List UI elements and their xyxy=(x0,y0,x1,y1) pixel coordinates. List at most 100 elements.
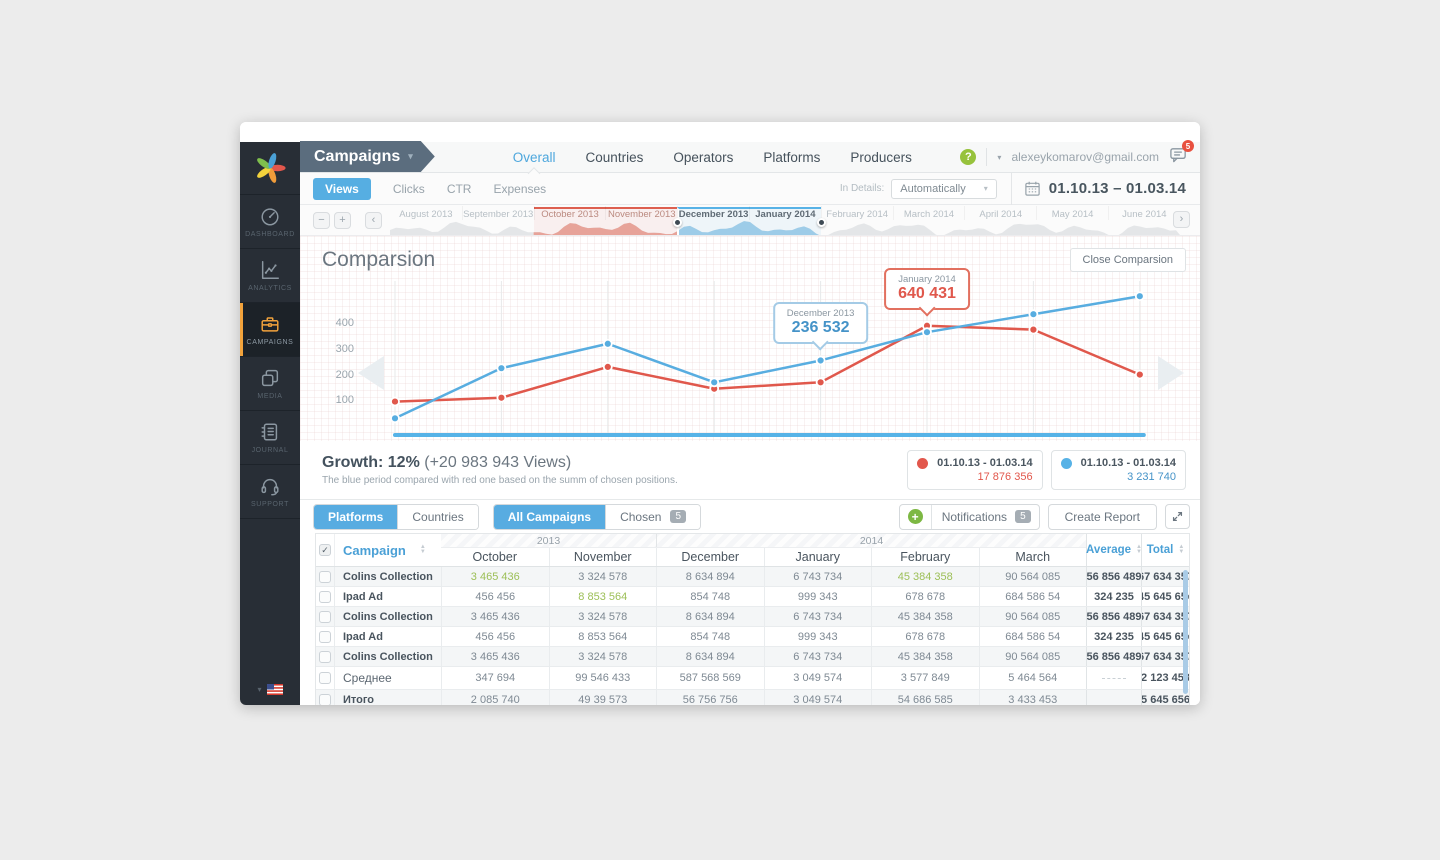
value-cell: 678 678 xyxy=(871,587,979,606)
help-icon[interactable]: ? xyxy=(960,149,977,165)
header-checkbox-cell: ✓ xyxy=(316,534,334,566)
calendar-icon[interactable] xyxy=(1024,180,1041,197)
metric-tab-clicks[interactable]: Clicks xyxy=(392,181,425,196)
notifications-badge: 5 xyxy=(1015,510,1031,523)
language-switcher[interactable]: ▾ xyxy=(240,684,300,695)
tab-countries[interactable]: Countries xyxy=(397,504,478,529)
metric-tab-expenses[interactable]: Expenses xyxy=(493,181,547,196)
row-checkbox[interactable] xyxy=(319,610,331,623)
month-column-header[interactable]: February xyxy=(871,548,979,566)
chart-next-icon[interactable] xyxy=(1158,356,1184,390)
account-email[interactable]: alexeykomarov@gmail.com xyxy=(1011,150,1159,164)
value-cell: 8 853 564 xyxy=(548,587,657,606)
row-checkbox[interactable] xyxy=(319,590,331,603)
sidebar-item-support[interactable]: Support xyxy=(240,465,300,519)
select-all-checkbox[interactable]: ✓ xyxy=(319,544,331,556)
metrics-toolbar: Views Clicks CTR Expenses In Details: Autom… xyxy=(300,172,1200,205)
table-row[interactable]: Ipad Ad 456 456 8 853 564 854 748 999 343 678… xyxy=(316,627,1189,647)
y-axis-tick: 400 xyxy=(335,317,354,330)
month-column-header[interactable]: November xyxy=(548,548,657,566)
date-range[interactable]: 01.10.13 – 01.03.14 xyxy=(1048,180,1186,197)
table-row[interactable]: Colins Collection 3 465 436 3 324 578 8 634… xyxy=(316,567,1189,587)
zoom-out-button[interactable]: − xyxy=(313,211,330,229)
timeline-handle[interactable] xyxy=(673,217,683,227)
table-row[interactable]: Итого 2 085 740 49 39 573 56 756 756 3 049 5… xyxy=(316,690,1189,705)
total-cell: 45 645 654 xyxy=(1141,627,1189,646)
tab-producers[interactable]: Producers xyxy=(850,149,912,165)
value-cell: 3 577 849 xyxy=(871,667,979,689)
average-header-label: Average xyxy=(1086,544,1132,556)
notifications-button[interactable]: + Notifications 5 xyxy=(898,503,1040,530)
y-axis-tick: 300 xyxy=(335,342,354,355)
in-details-select[interactable]: Automatically ▾ xyxy=(891,178,997,199)
add-notification-icon[interactable]: + xyxy=(907,509,923,524)
sidebar-item-analytics[interactable]: Analytics xyxy=(240,249,300,303)
timeline-month-label: May 2014 xyxy=(1036,205,1108,220)
timeline-month-label: November 2013 xyxy=(605,205,677,220)
timeline-strip[interactable]: August 2013 September 2013 October 2013 Nov… xyxy=(390,205,1192,235)
chart-prev-icon[interactable] xyxy=(358,356,384,390)
value-cell: 54 686 585 xyxy=(871,690,979,705)
metric-tab-views[interactable]: Views xyxy=(313,177,371,200)
headset-icon xyxy=(259,475,281,497)
month-column-header[interactable]: January xyxy=(763,548,872,566)
table-scrollbar[interactable] xyxy=(1183,570,1188,694)
timeline-prev-button[interactable]: ‹ xyxy=(365,211,382,229)
row-checkbox-cell xyxy=(316,567,334,586)
sidebar-item-campaigns[interactable]: Campaigns xyxy=(240,303,300,357)
tab-platforms[interactable]: Platforms xyxy=(314,504,398,529)
fullscreen-button[interactable] xyxy=(1165,504,1190,529)
table-row[interactable]: Ipad Ad 456 456 8 853 564 854 748 999 343 678… xyxy=(316,587,1189,607)
tab-all-campaigns[interactable]: All Campaigns xyxy=(493,504,606,529)
legend-red-period[interactable]: 01.10.13 - 01.03.14 17 876 356 xyxy=(907,450,1043,490)
sidebar-item-media[interactable]: Media xyxy=(240,357,300,411)
tab-label: Platforms xyxy=(328,509,384,524)
row-checkbox[interactable] xyxy=(319,693,331,705)
table-row[interactable]: Среднее 347 694 99 546 433 587 568 569 3 049… xyxy=(316,667,1189,690)
timeline-handle[interactable] xyxy=(816,217,826,227)
row-checkbox[interactable] xyxy=(319,630,331,643)
create-report-button[interactable]: Create Report xyxy=(1047,503,1157,530)
tab-platforms[interactable]: Platforms xyxy=(763,149,821,165)
timeline-next-button[interactable]: › xyxy=(1173,210,1190,228)
value-cell: 90 564 085 xyxy=(978,647,1087,666)
value-cell: 8 634 894 xyxy=(656,567,764,586)
row-checkbox-cell xyxy=(316,627,334,646)
value-cell: 8 634 894 xyxy=(656,607,764,626)
legend-blue-period[interactable]: 01.10.13 - 01.03.14 3 231 740 xyxy=(1050,450,1186,490)
y-axis-tick: 100 xyxy=(335,394,354,407)
average-column-header[interactable]: Average ▲ ▼ xyxy=(1086,534,1142,566)
sort-icon: ▲ ▼ xyxy=(419,543,426,555)
tab-chosen[interactable]: Chosen 5 xyxy=(605,504,701,529)
tab-overall[interactable]: Overall xyxy=(512,149,556,165)
row-checkbox[interactable] xyxy=(319,570,331,583)
sidebar-item-journal[interactable]: Journal xyxy=(240,411,300,465)
table-row[interactable]: Colins Collection 3 465 436 3 324 578 8 634… xyxy=(316,647,1189,667)
month-column-header[interactable]: October xyxy=(472,550,517,564)
row-checkbox[interactable] xyxy=(319,672,331,684)
value-cell: 854 748 xyxy=(656,627,764,646)
sidebar-item-dashboard[interactable]: Dashboard xyxy=(240,195,300,249)
month-column-header[interactable]: December xyxy=(656,548,764,566)
app-logo[interactable] xyxy=(240,142,300,195)
table-row[interactable]: Colins Collection 3 465 436 3 324 578 8 634… xyxy=(316,607,1189,627)
value-cell: 6 743 734 xyxy=(763,607,872,626)
row-checkbox[interactable] xyxy=(319,650,331,663)
month-column-header[interactable]: March xyxy=(978,548,1087,566)
timeline-red-selection[interactable] xyxy=(533,206,678,235)
messages-icon[interactable]: 5 xyxy=(1169,140,1194,169)
tab-operators[interactable]: Operators xyxy=(673,149,734,165)
metric-tab-ctr[interactable]: CTR xyxy=(446,181,472,196)
sidebar-item-label: Dashboard xyxy=(245,231,295,238)
tab-label: Chosen xyxy=(620,509,662,524)
comparison-section: Comparsion Close Comparsion 400 300 200 100… xyxy=(300,236,1200,500)
value-cell: 8 634 894 xyxy=(656,647,764,666)
close-comparison-button[interactable]: Close Comparsion xyxy=(1069,248,1186,272)
campaign-column-header[interactable]: Campaign ▲ ▼ xyxy=(334,534,441,566)
page-title-banner[interactable]: Campaigns ▾ xyxy=(300,141,435,172)
sort-icon: ▲ ▼ xyxy=(1178,543,1185,555)
top-nav: Overall Countries Operators Platforms Produc… xyxy=(513,150,912,165)
tab-countries[interactable]: Countries xyxy=(585,149,644,165)
total-column-header[interactable]: Total ▲ ▼ xyxy=(1141,534,1189,566)
zoom-in-button[interactable]: + xyxy=(334,211,351,229)
